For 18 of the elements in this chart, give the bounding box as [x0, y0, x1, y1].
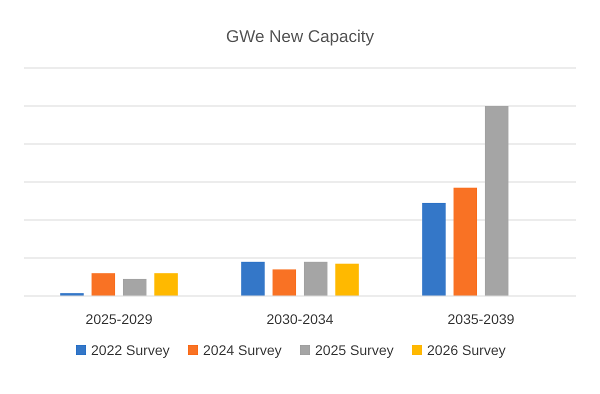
bar [304, 262, 328, 296]
bar [272, 269, 296, 296]
x-tick-label: 2025-2029 [86, 311, 153, 327]
bar [122, 278, 146, 296]
legend-label: 2022 Survey [91, 342, 170, 358]
bar [422, 202, 446, 296]
legend-label: 2026 Survey [427, 342, 506, 358]
bar [484, 106, 508, 296]
bar [454, 188, 478, 296]
bar [241, 262, 265, 296]
legend-label: 2025 Survey [315, 342, 394, 358]
x-tick-label: 2035-2039 [448, 311, 515, 327]
bar [154, 273, 178, 296]
bar [92, 273, 116, 296]
x-tick-label: 2030-2034 [266, 311, 334, 327]
legend-label: 2024 Survey [203, 342, 282, 358]
bar [335, 264, 359, 296]
chart-title: GWe New Capacity [226, 27, 375, 46]
